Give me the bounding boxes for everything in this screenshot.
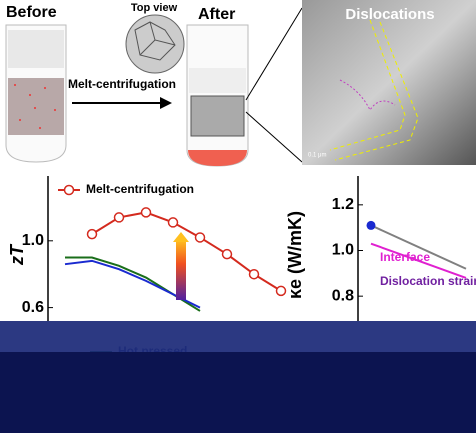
before-label: Before [6,4,57,21]
tube-top [189,68,246,93]
arrow-head [160,97,172,109]
red-dots [14,84,56,129]
point [167,217,179,228]
series-line [370,242,467,279]
overlay-band [0,321,476,352]
point [86,228,98,240]
point [366,220,376,230]
annotation: Interface [380,250,430,264]
grain-layer [190,95,245,137]
y-tick-label: 1.0 [22,232,44,249]
point [194,232,206,243]
dislocation-lines [339,79,396,111]
point [221,248,233,260]
increase-arrow-head [173,232,189,242]
y-tick-label: 0.6 [22,299,44,316]
zoom-line [245,7,303,101]
point [113,212,125,223]
melt-bottom [188,150,247,166]
point [275,285,287,297]
tube-top [8,30,64,68]
point [140,207,152,218]
overlay [0,352,476,433]
point [248,268,260,280]
grain-boundaries [134,21,176,61]
y-tick-label: 1.0 [332,242,354,259]
y-axis-label: κe (W/mK) [285,211,305,299]
after-label: After [198,6,235,23]
dislocation-region [329,19,419,161]
increase-arrow [176,240,186,300]
y-tick-label: 1.2 [332,196,354,213]
grains [125,14,185,74]
top-view-label: Top view [131,2,178,14]
micrograph [302,0,476,165]
legend-marker [63,184,75,196]
annotation: Dislocation strain [380,274,476,288]
legend-label: Melt-centrifugation [86,182,194,196]
zoom-line [245,111,303,163]
powder [8,78,64,135]
y-axis-label: zT [7,243,27,266]
process-label: Melt-centrifugation [68,77,176,91]
series-line [370,224,467,270]
scale-bar: 0.1 μm [308,153,326,159]
y-tick-label: 0.8 [332,287,354,304]
micrograph-title: Dislocations [345,6,434,23]
